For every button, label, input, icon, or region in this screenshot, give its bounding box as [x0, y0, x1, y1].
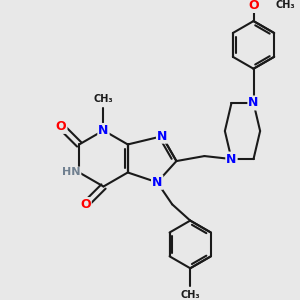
Text: N: N — [226, 153, 237, 166]
Text: O: O — [248, 0, 259, 12]
Text: O: O — [56, 120, 67, 133]
Text: N: N — [98, 124, 109, 137]
Text: O: O — [80, 198, 91, 211]
Text: N: N — [157, 130, 167, 143]
Text: CH₃: CH₃ — [276, 0, 296, 10]
Text: CH₃: CH₃ — [180, 290, 200, 300]
Text: HN: HN — [62, 167, 80, 178]
Text: N: N — [248, 97, 259, 110]
Text: CH₃: CH₃ — [94, 94, 113, 104]
Text: N: N — [152, 176, 162, 189]
